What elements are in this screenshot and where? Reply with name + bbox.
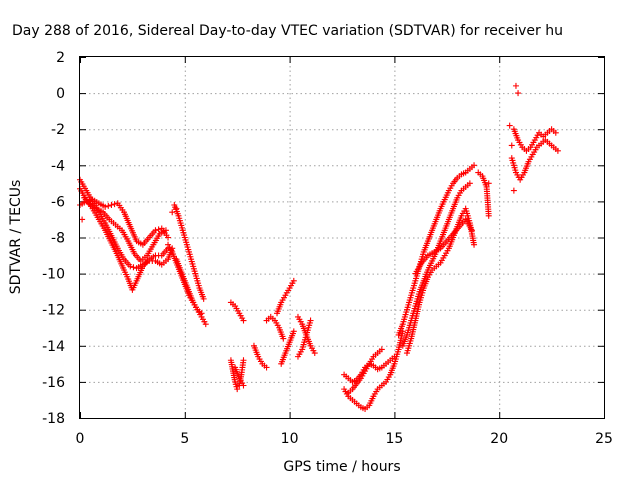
series-track-k xyxy=(250,342,270,371)
series-track-h xyxy=(227,357,247,393)
data-point xyxy=(468,227,475,234)
data-point xyxy=(130,264,137,271)
series-track-g xyxy=(173,256,205,317)
data-point xyxy=(508,142,515,149)
data-point xyxy=(554,147,561,154)
data-point xyxy=(485,212,492,219)
chart-title: Day 288 of 2016, Sidereal Day-to-day VTE… xyxy=(12,23,563,39)
data-points xyxy=(77,82,561,412)
data-point xyxy=(79,216,86,223)
series-track-t xyxy=(395,162,478,338)
data-point xyxy=(198,310,205,317)
x-tick-label: 10 xyxy=(281,431,299,447)
data-point xyxy=(378,346,385,353)
y-tick-label: -2 xyxy=(51,122,65,138)
y-tick-label: -10 xyxy=(42,267,65,283)
y-tick-label: -12 xyxy=(42,303,65,319)
series-track-i xyxy=(227,299,247,324)
data-point xyxy=(165,234,172,241)
x-tick-label: 15 xyxy=(385,431,403,447)
plot-frame xyxy=(79,56,605,419)
data-point xyxy=(552,129,559,136)
data-point xyxy=(240,382,247,389)
data-point xyxy=(108,202,115,209)
data-point xyxy=(280,335,287,342)
y-tick-label: -14 xyxy=(42,339,65,355)
data-point xyxy=(290,328,297,335)
y-tick-label: -6 xyxy=(51,194,65,210)
y-tick-label: -16 xyxy=(42,375,65,391)
series-track-d xyxy=(81,194,169,264)
data-point xyxy=(307,317,314,324)
data-point xyxy=(290,277,297,284)
y-tick-label: -8 xyxy=(51,231,65,247)
data-point xyxy=(202,321,209,328)
series-track-s xyxy=(345,346,385,396)
y-tick-label: -4 xyxy=(51,158,65,174)
y-tick-label: -18 xyxy=(42,411,65,427)
x-tick-label: 20 xyxy=(490,431,508,447)
series-track-a xyxy=(77,176,176,272)
data-point xyxy=(466,180,473,187)
series-track-outliers xyxy=(79,82,522,223)
series-track-n xyxy=(278,328,297,367)
data-point xyxy=(485,180,492,187)
data-point xyxy=(471,162,478,169)
data-point xyxy=(200,295,207,302)
series-track-m xyxy=(274,277,297,317)
series-track-u xyxy=(399,180,473,349)
series-track-x xyxy=(475,169,492,219)
data-point xyxy=(263,364,270,371)
x-tick-label: 0 xyxy=(76,431,85,447)
data-point xyxy=(162,227,169,234)
data-point xyxy=(173,205,180,212)
data-point xyxy=(169,209,176,216)
series-track-q xyxy=(341,328,406,412)
data-point xyxy=(510,187,517,194)
data-point xyxy=(391,353,398,360)
data-point xyxy=(240,317,247,324)
series-track-p xyxy=(294,317,314,360)
data-point xyxy=(515,90,522,97)
series-track-j xyxy=(232,364,247,389)
y-tick-label: 0 xyxy=(56,86,65,102)
series-track-l xyxy=(263,313,287,342)
series-track-v xyxy=(403,205,478,357)
series-track-f xyxy=(171,202,207,302)
data-point xyxy=(512,82,519,89)
series-track-z xyxy=(510,126,559,154)
series-track-y xyxy=(508,137,561,183)
x-tick-label: 5 xyxy=(180,431,189,447)
y-tick-labels: 2 0 -2 -4 -6 -8 -10 -12 -14 -16 -18 xyxy=(42,50,65,427)
data-point xyxy=(105,202,112,209)
data-point xyxy=(102,203,109,210)
data-point xyxy=(506,122,513,129)
x-tick-label: 25 xyxy=(595,431,613,447)
data-point xyxy=(234,386,241,393)
x-axis-label: GPS time / hours xyxy=(283,459,400,475)
data-point xyxy=(240,357,247,364)
series-track-r xyxy=(341,353,398,385)
data-point xyxy=(127,263,134,270)
y-axis-label: SDTVAR / TECUs xyxy=(8,180,24,295)
data-point xyxy=(152,227,159,234)
data-point xyxy=(155,226,162,233)
data-point xyxy=(471,241,478,248)
data-point xyxy=(311,350,318,357)
x-tick-labels: 0 5 10 15 20 25 xyxy=(76,431,613,447)
data-point xyxy=(111,201,118,208)
series-track-w xyxy=(412,216,475,277)
y-tick-label: 2 xyxy=(56,50,65,66)
